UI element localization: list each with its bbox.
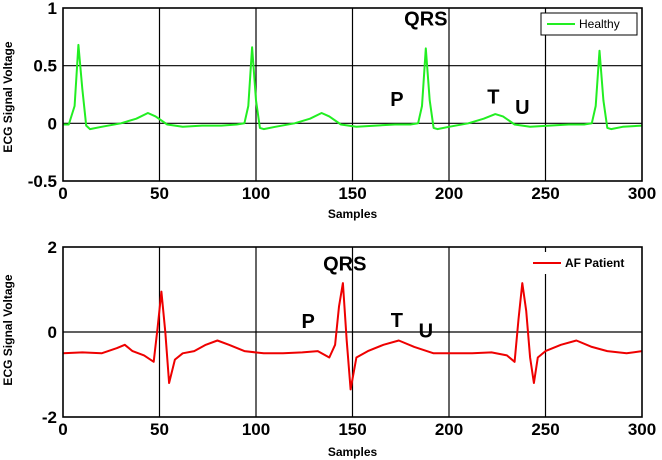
x-tick-label: 100 [242, 420, 270, 439]
series-line-af-patient [62, 282, 643, 391]
x-tick-label: 300 [628, 420, 656, 439]
wave-label-qrs: QRS [404, 8, 447, 30]
legend-entry: AF Patient [565, 256, 624, 270]
y-tick-label: 0.5 [33, 57, 57, 76]
x-tick-label: 200 [435, 420, 463, 439]
x-tick-label: 250 [531, 420, 559, 439]
plot-frame [62, 7, 643, 182]
wave-label-qrs: QRS [323, 253, 366, 275]
wave-label-p: P [390, 89, 403, 111]
wave-label-t: T [487, 87, 499, 109]
x-tick-label: 100 [242, 184, 270, 203]
wave-label-t: T [391, 310, 403, 332]
wave-label-u: U [419, 321, 433, 343]
x-axis-label: Samples [328, 207, 378, 221]
y-tick-label: 2 [48, 238, 57, 257]
x-tick-label: 200 [435, 184, 463, 203]
x-tick-label: 150 [338, 184, 366, 203]
y-tick-label: 1 [48, 0, 57, 18]
x-tick-label: 250 [531, 184, 559, 203]
legend-box [527, 252, 637, 274]
wave-label-u: U [515, 97, 529, 119]
y-tick-label: 0 [48, 323, 57, 342]
x-tick-label: 0 [58, 420, 67, 439]
x-tick-label: 50 [150, 420, 169, 439]
legend-entry: Healthy [579, 17, 620, 31]
series-line-healthy [63, 43, 643, 131]
y-axis-label: ECG Signal Voltage [1, 274, 15, 385]
legend-box [540, 12, 638, 36]
x-tick-label: 50 [150, 184, 169, 203]
x-tick-label: 300 [628, 184, 656, 203]
plot-frame [62, 246, 643, 418]
x-axis-label: Samples [328, 445, 378, 459]
x-tick-label: 0 [58, 184, 67, 203]
y-tick-label: 0 [48, 114, 57, 133]
y-tick-label: -0.5 [28, 172, 57, 191]
y-tick-label: -2 [42, 408, 57, 427]
y-axis-label: ECG Signal Voltage [1, 41, 15, 152]
x-tick-label: 150 [338, 420, 366, 439]
wave-label-p: P [301, 311, 314, 333]
